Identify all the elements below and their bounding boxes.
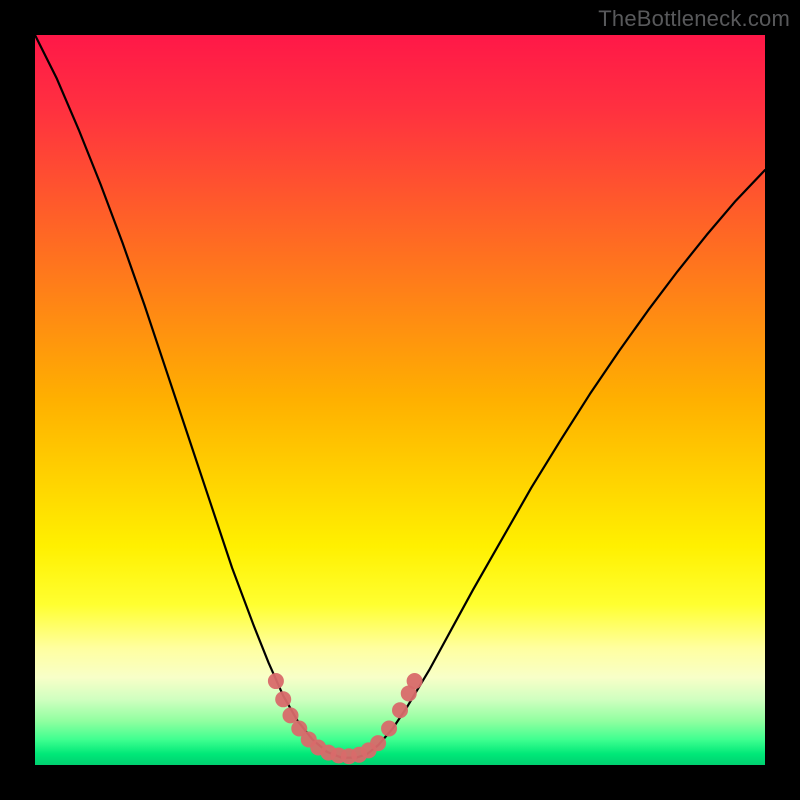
valley-marker bbox=[275, 691, 291, 707]
valley-marker bbox=[283, 707, 299, 723]
bottleneck-curve bbox=[35, 35, 765, 758]
valley-marker bbox=[268, 673, 284, 689]
plot-area bbox=[35, 35, 765, 765]
valley-marker bbox=[407, 673, 423, 689]
chart-outer-frame: TheBottleneck.com bbox=[0, 0, 800, 800]
watermark-label: TheBottleneck.com bbox=[598, 6, 790, 32]
valley-marker bbox=[370, 735, 386, 751]
valley-marker bbox=[381, 721, 397, 737]
valley-marker bbox=[392, 702, 408, 718]
curve-layer bbox=[35, 35, 765, 765]
